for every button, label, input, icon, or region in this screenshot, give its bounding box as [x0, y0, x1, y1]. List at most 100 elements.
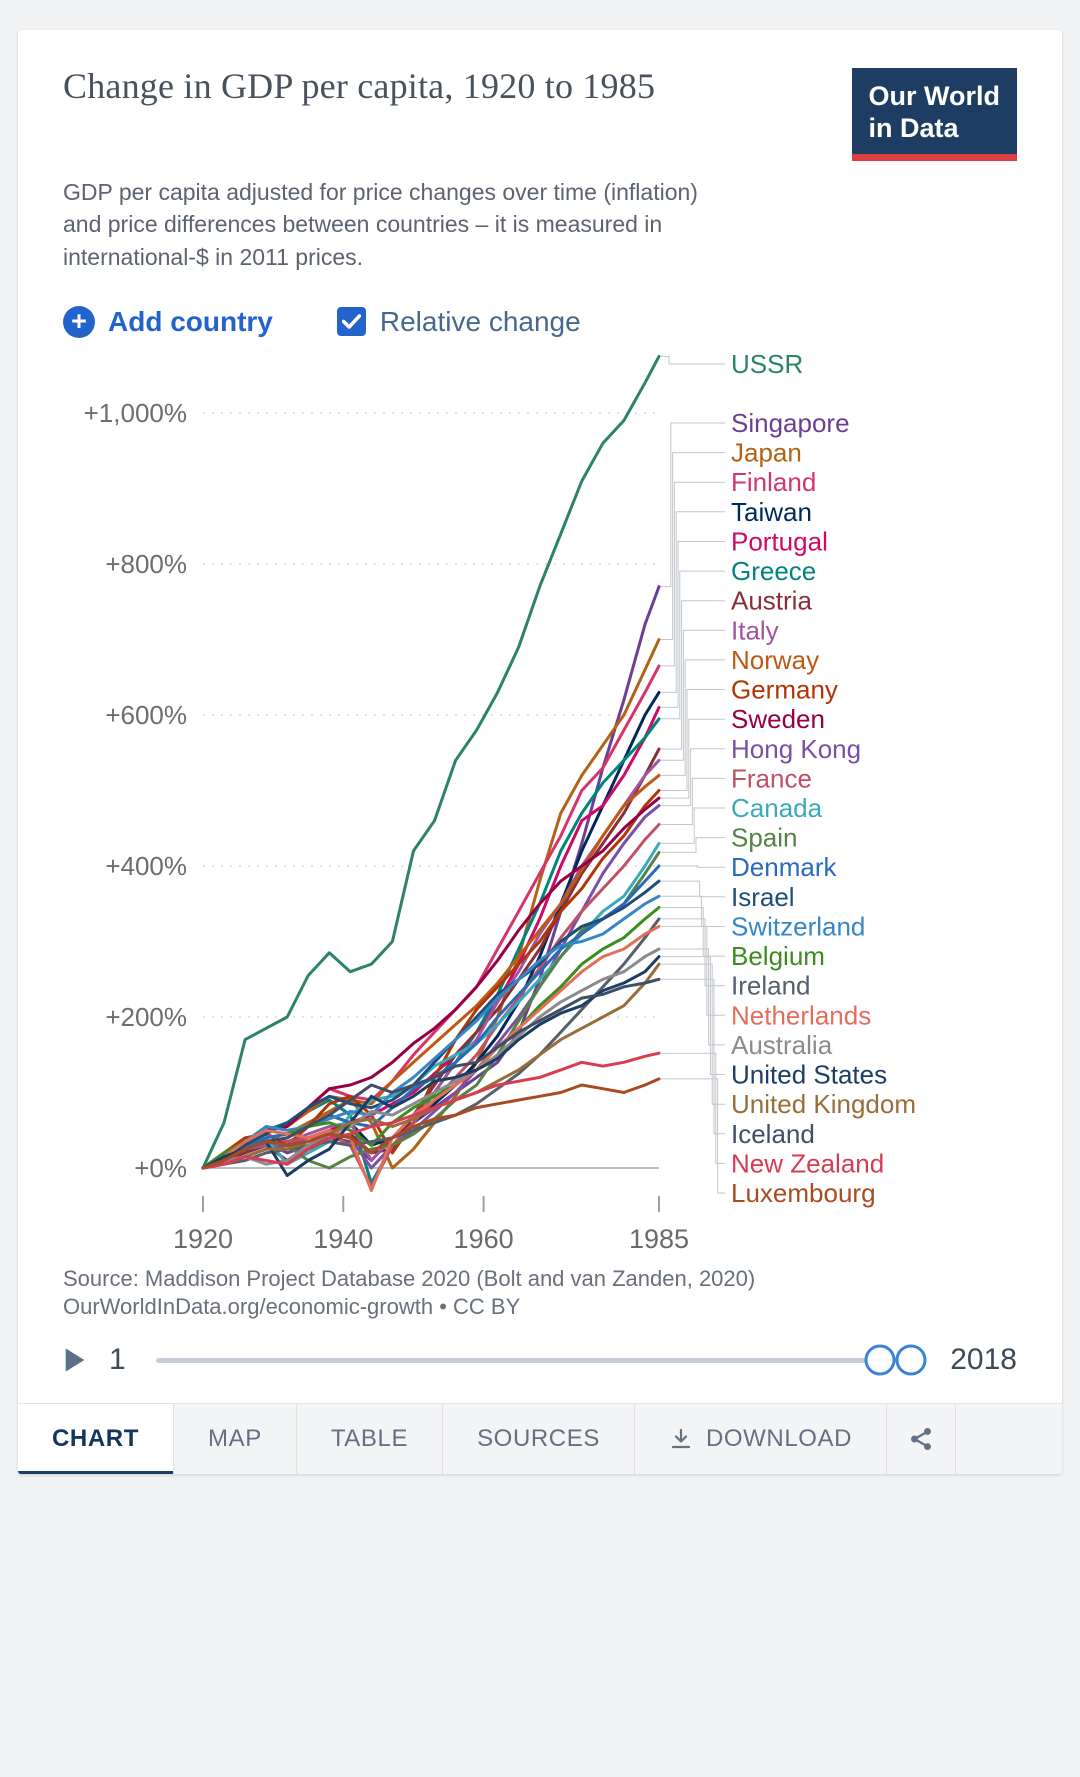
series-connector-ussr — [661, 355, 725, 365]
series-label-israel[interactable]: Israel — [731, 881, 795, 911]
series-label-finland[interactable]: Finland — [731, 467, 816, 497]
series-connector-switzerland — [661, 895, 725, 927]
owid-logo-line1: Our World — [868, 81, 1001, 111]
tab-sources[interactable]: SOURCES — [443, 1404, 635, 1474]
series-label-ireland[interactable]: Ireland — [731, 970, 811, 1000]
x-tick-label: 1985 — [629, 1224, 689, 1254]
series-label-sweden[interactable]: Sweden — [731, 704, 825, 734]
series-label-france[interactable]: France — [731, 763, 812, 793]
series-connector-united-states — [661, 955, 725, 1075]
y-tick-label: +1,000% — [84, 398, 187, 428]
series-label-hong-kong[interactable]: Hong Kong — [731, 733, 861, 763]
y-tick-label: +200% — [105, 1002, 187, 1032]
source-text: Source: Maddison Project Database 2020 (… — [63, 1265, 756, 1291]
series-label-singapore[interactable]: Singapore — [731, 408, 850, 438]
series-connector-new-zealand — [661, 1052, 725, 1164]
series-label-united-kingdom[interactable]: United Kingdom — [731, 1089, 916, 1119]
series-connector-greece — [661, 570, 725, 719]
series-connector-austria — [661, 599, 725, 750]
add-country-button[interactable]: + Add country — [63, 305, 273, 338]
series-connector-germany — [661, 688, 725, 791]
line-chart[interactable]: +0% +200% +400% +600% +800% +1,000% 1920 1940 19… — [63, 348, 1017, 1256]
series-line-luxembourg[interactable] — [201, 1077, 661, 1170]
series-connector-israel — [661, 880, 725, 897]
share-button[interactable] — [887, 1404, 957, 1474]
x-tick-label: 1920 — [173, 1224, 233, 1254]
timeline-end-year: 2018 — [950, 1343, 1017, 1376]
series-line-hong-kong[interactable] — [201, 803, 661, 1170]
relative-change-checkbox[interactable]: Relative change — [336, 306, 581, 338]
series-label-norway[interactable]: Norway — [731, 645, 819, 675]
series-line-netherlands[interactable] — [201, 924, 661, 1192]
series-label-canada[interactable]: Canada — [731, 793, 823, 823]
x-tick-label: 1960 — [454, 1224, 514, 1254]
series-label-germany[interactable]: Germany — [731, 674, 838, 704]
series-connector-luxembourg — [661, 1078, 725, 1194]
timeline-slider-track[interactable] — [155, 1344, 927, 1376]
series-label-taiwan[interactable]: Taiwan — [731, 496, 812, 526]
series-line-new-zealand[interactable] — [201, 1051, 661, 1170]
series-label-austria[interactable]: Austria — [731, 585, 812, 615]
owid-logo-line2: in Data — [868, 112, 959, 143]
y-tick-label: +600% — [105, 700, 187, 730]
series-connector-finland — [661, 481, 725, 667]
series-connector-spain — [661, 836, 725, 853]
series-connector-japan — [661, 451, 725, 640]
series-connector-belgium — [661, 906, 725, 957]
series-label-united-states[interactable]: United States — [731, 1059, 887, 1089]
series-connector-taiwan — [661, 510, 725, 693]
y-tick-label: +0% — [134, 1153, 187, 1183]
series-label-japan[interactable]: Japan — [731, 437, 802, 467]
series-label-switzerland[interactable]: Switzerland — [731, 911, 865, 941]
series-connector-singapore — [661, 422, 725, 587]
checkbox-checked-icon — [336, 307, 366, 337]
source-note: Source: Maddison Project Database 2020 (… — [63, 1265, 1017, 1321]
series-label-denmark[interactable]: Denmark — [731, 852, 837, 882]
series-line-iceland[interactable] — [201, 977, 661, 1170]
series-label-luxembourg[interactable]: Luxembourg — [731, 1178, 876, 1208]
series-connector-denmark — [661, 865, 725, 868]
series-line-israel[interactable] — [201, 879, 661, 1170]
series-label-belgium[interactable]: Belgium — [731, 941, 825, 971]
series-connector-australia — [661, 948, 725, 1046]
series-connector-portugal — [661, 540, 725, 708]
chart-controls: + Add country Relative change — [63, 305, 1017, 338]
share-icon — [911, 1427, 932, 1451]
header: Change in GDP per capita, 1920 to 1985 O… — [63, 64, 1017, 161]
add-country-label: Add country — [108, 305, 273, 337]
tab-map[interactable]: MAP — [174, 1404, 297, 1474]
play-button[interactable] — [63, 1346, 87, 1374]
timeline-end-handle[interactable] — [895, 1344, 927, 1376]
series-connector-sweden — [661, 718, 725, 799]
owid-logo[interactable]: Our World in Data — [851, 68, 1017, 161]
tab-chart[interactable]: CHART — [18, 1404, 174, 1474]
tab-download-label: DOWNLOAD — [705, 1425, 853, 1452]
series-line-ussr[interactable] — [201, 354, 661, 1170]
timeline: 1 2018 — [63, 1343, 1017, 1377]
series-label-netherlands[interactable]: Netherlands — [731, 1000, 871, 1030]
series-label-new-zealand[interactable]: New Zealand — [731, 1148, 884, 1178]
tab-download[interactable]: DOWNLOAD — [635, 1404, 888, 1474]
series-label-iceland[interactable]: Iceland — [731, 1118, 815, 1148]
series-label-greece[interactable]: Greece — [731, 556, 816, 586]
y-tick-label: +400% — [105, 851, 187, 881]
x-tick-label: 1940 — [313, 1224, 373, 1254]
series-line-switzerland[interactable] — [201, 894, 661, 1170]
series-label-portugal[interactable]: Portugal — [731, 526, 828, 556]
series-label-italy[interactable]: Italy — [731, 615, 779, 645]
series-connector-ireland — [661, 918, 725, 986]
series-label-ussr[interactable]: USSR — [731, 349, 803, 379]
page-title: Change in GDP per capita, 1920 to 1985 — [63, 66, 656, 106]
chart-area: +0% +200% +400% +600% +800% +1,000% 1920 1940 19… — [63, 348, 1017, 1261]
source-link[interactable]: OurWorldInData.org/economic-growth • CC … — [63, 1293, 521, 1319]
series-connector-netherlands — [661, 925, 725, 1016]
timeline-start-handle[interactable] — [864, 1344, 896, 1376]
series-connector-norway — [661, 659, 725, 776]
tab-bar-filler — [956, 1404, 1062, 1474]
download-icon — [671, 1428, 691, 1449]
series-label-australia[interactable]: Australia — [731, 1030, 833, 1060]
plus-icon: + — [63, 305, 95, 338]
tab-table[interactable]: TABLE — [297, 1404, 444, 1474]
series-connector-iceland — [661, 978, 725, 1134]
series-label-spain[interactable]: Spain — [731, 822, 798, 852]
